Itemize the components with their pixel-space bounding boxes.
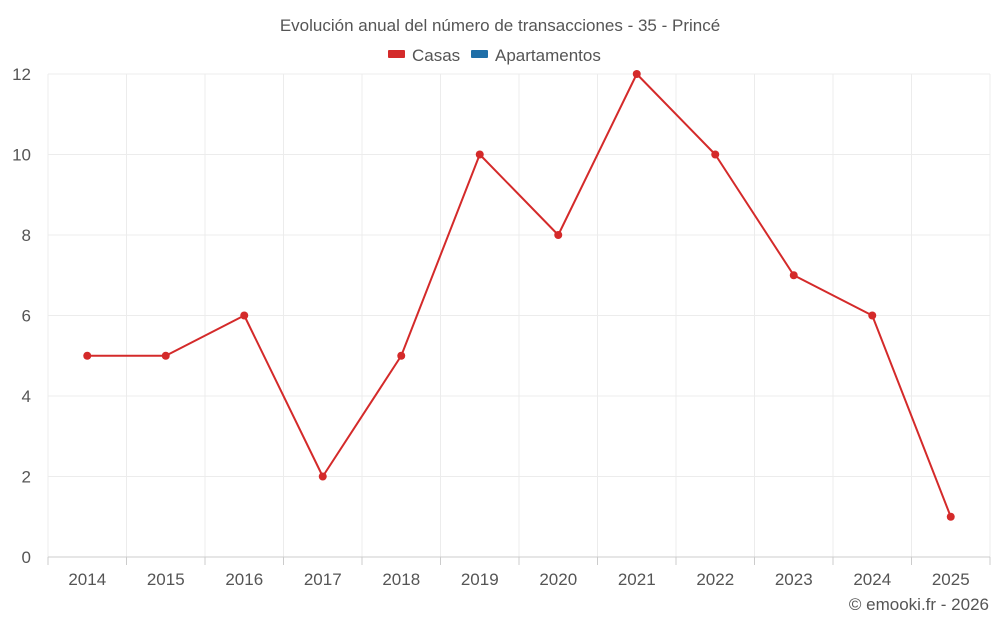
x-axis-ticks — [47, 557, 991, 565]
x-tick-label: 2020 — [539, 570, 577, 589]
y-tick-label: 4 — [22, 387, 31, 406]
x-tick-label: 2017 — [304, 570, 342, 589]
x-tick-label: 2022 — [696, 570, 734, 589]
data-point-casas[interactable] — [83, 351, 92, 360]
legend-item-casas[interactable]: Casas — [388, 46, 460, 65]
y-tick-label: 6 — [22, 307, 31, 326]
legend-swatch-apartamentos — [471, 50, 488, 58]
y-gridlines — [48, 73, 990, 477]
x-tick-label: 2014 — [68, 570, 106, 589]
data-point-casas[interactable] — [946, 512, 955, 521]
x-tick-label: 2018 — [382, 570, 420, 589]
x-tick-label: 2021 — [618, 570, 656, 589]
data-point-casas[interactable] — [711, 150, 720, 159]
data-point-casas[interactable] — [318, 472, 327, 481]
x-tick-label: 2023 — [775, 570, 813, 589]
data-point-casas[interactable] — [868, 311, 877, 320]
x-tick-label: 2019 — [461, 570, 499, 589]
x-tick-label: 2015 — [147, 570, 185, 589]
legend-label-apartamentos: Apartamentos — [495, 46, 601, 65]
data-point-casas[interactable] — [632, 70, 641, 78]
data-point-casas[interactable] — [397, 351, 406, 360]
y-tick-label: 2 — [22, 468, 31, 487]
legend-swatch-casas — [388, 50, 405, 58]
y-tick-label: 12 — [12, 65, 31, 84]
y-tick-label: 10 — [12, 146, 31, 165]
y-tick-label: 8 — [22, 226, 31, 245]
x-tick-label: 2016 — [225, 570, 263, 589]
series-layer — [83, 70, 955, 521]
x-tick-label: 2024 — [853, 570, 891, 589]
legend-item-apartamentos[interactable]: Apartamentos — [471, 46, 601, 65]
data-point-casas[interactable] — [240, 311, 249, 320]
y-axis-labels: 0 2 4 6 8 10 12 — [12, 65, 31, 567]
x-axis-labels: 2014 2015 2016 2017 2018 2019 2020 2021 2022 2023… — [68, 570, 969, 589]
data-point-casas[interactable] — [161, 351, 170, 360]
chart-title: Evolución anual del número de transaccio… — [280, 16, 720, 35]
y-tick-label: 0 — [22, 548, 31, 567]
data-point-casas[interactable] — [789, 271, 798, 280]
legend-label-casas: Casas — [412, 46, 460, 65]
credit-text: © emooki.fr - 2026 — [849, 595, 989, 614]
data-point-casas[interactable] — [554, 231, 563, 239]
data-point-casas[interactable] — [475, 150, 484, 159]
legend: Casas Apartamentos — [388, 46, 601, 65]
x-tick-label: 2025 — [932, 570, 970, 589]
series-line-casas — [87, 73, 952, 518]
